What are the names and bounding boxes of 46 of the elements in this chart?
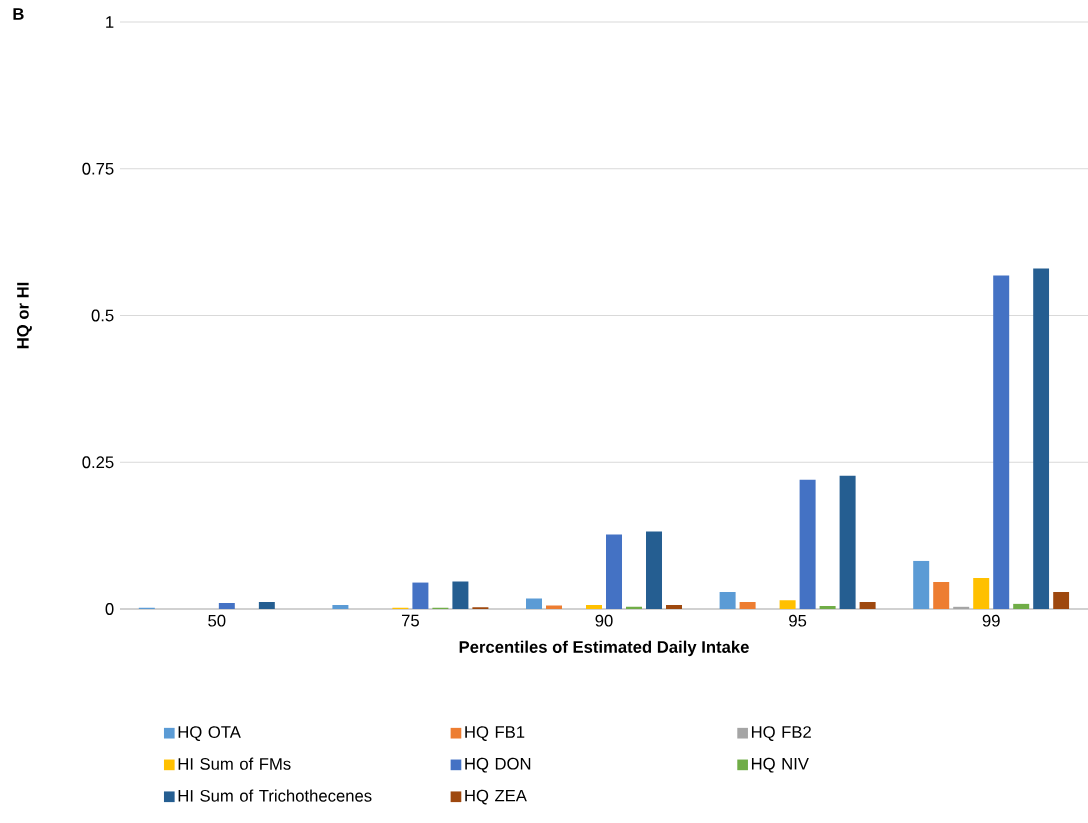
bar [218,603,235,609]
legend-label: HQ ZEA [465,789,527,805]
legend-label: HI Sum of FMs [178,757,291,770]
bar [913,560,930,609]
legend-label: HQ FB2 [751,726,811,741]
bar [586,604,602,609]
bar [739,601,756,609]
legend-label: HQ DON [465,757,531,773]
bar [1013,603,1030,609]
bar [526,598,543,609]
bar [839,475,856,609]
bar [546,605,563,609]
x-axis-title: Percentiles of Estimated Daily Intake [459,640,749,657]
bar [332,604,349,609]
y-tick-label: 0.75 [82,162,114,175]
bar [452,581,469,609]
x-tick-label: 50 [208,614,226,627]
x-tick-label: 90 [595,614,613,627]
bar [779,600,796,609]
bar [258,601,275,609]
bar [1033,268,1050,609]
bar [993,275,1010,609]
bar [412,582,429,609]
legend-label: HI Sum of Trichothecenes [178,789,372,802]
bar [973,577,990,609]
legend-label: HQ FB1 [465,726,525,741]
legend-label: HQ NIV [751,757,809,773]
y-tick-label: 0 [105,603,114,615]
bar [719,591,736,609]
x-tick-label: 95 [789,614,807,627]
bar [859,601,876,609]
x-tick-label: 99 [982,614,1000,627]
chart-title: B [13,8,24,20]
legend-label: HQ OTA [178,726,241,741]
y-axis-title: HQ or HI [16,282,32,349]
bar [799,479,816,609]
y-tick-label: 0.25 [82,456,114,469]
x-tick-label: 75 [401,614,419,627]
y-tick-label: 1 [106,16,114,28]
bar [646,531,662,609]
y-tick-label: 0.5 [91,309,114,322]
bar [1053,591,1070,609]
bar [819,606,836,609]
bar [666,604,683,609]
bar [606,534,623,609]
bar [933,581,950,609]
